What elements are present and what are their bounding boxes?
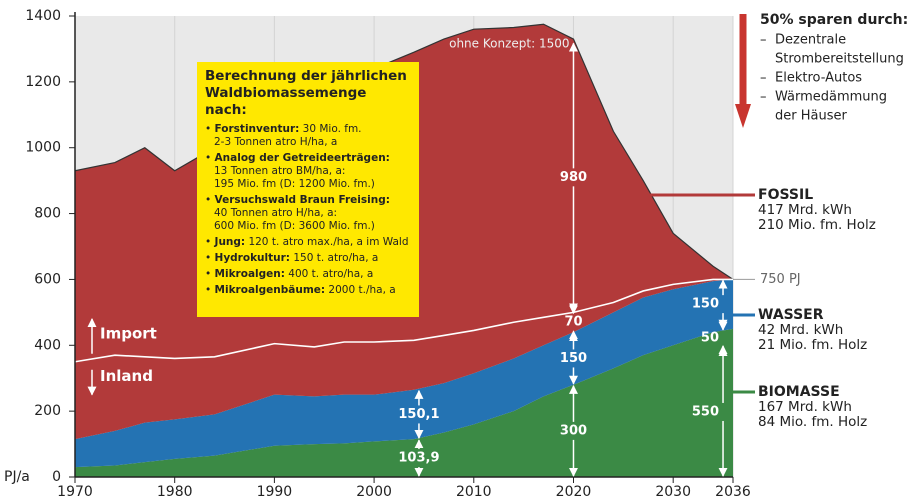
ohne-konzept: ohne Konzept: 1500 [449,37,569,51]
x-tick-label: 2000 [356,484,392,498]
bullet: • [205,252,215,264]
infobox-item: • Mikroalgenbäume: 2000 t./ha, a [205,284,411,297]
infobox-item: • Jung: 120 t. atro max./ha, a im Wald [205,236,411,249]
x-tick-label: 2010 [456,484,492,498]
savings-arrow-head [735,104,751,128]
bullet: – [760,71,767,86]
bullet: • [205,236,215,248]
infobox-item-line: • Mikroalgen: 400 t. atro/ha, a [205,268,411,281]
infobox-item-text: 2000 t./ha, a [325,284,396,296]
bullet: • [205,284,215,296]
arrow-label: 150 [560,351,587,366]
bullet: – [760,33,767,48]
infobox-item: • Hydrokultur: 150 t. atro/ha, a [205,252,411,265]
legend-detail: 167 Mrd. kWh [758,399,852,415]
y-tick-label: 0 [52,469,61,485]
y-tick-label: 1400 [25,8,61,24]
savings-item: Wärmedämmung [775,90,887,105]
y-tick-label: 400 [34,337,61,353]
savings-item: der Häuser [775,109,847,124]
infobox-item-more: 13 Tonnen atro BM/ha, a: [214,165,346,177]
x-tick-label: 1970 [57,484,93,498]
infobox-item-text: 30 Mio. fm. [299,123,362,135]
arrow-label: 150 [692,297,719,312]
bullet: • [205,194,215,206]
marker-750: 750 PJ [760,272,801,287]
legend-detail: 42 Mrd. kWh [758,322,843,338]
infobox-item-text: 150 t. atro/ha, a [290,252,379,264]
infobox-item: • Forstinventur: 30 Mio. fm. 2-3 Tonnen a… [205,123,411,149]
import-boundary [74,278,733,363]
area [75,328,733,477]
x-tick-label: 2036 [715,484,751,498]
infobox-item-more: 195 Mio. fm (D: 1200 Mio. fm.) [214,178,375,190]
infobox-item-bold: Jung: [214,236,246,248]
arrow-label: 50 [701,330,719,345]
infobox-item-bold: Versuchswald Braun Freising: [214,194,390,206]
legend-detail: 84 Mio. fm. Holz [758,414,867,430]
infobox-item-line: • Jung: 120 t. atro max./ha, a im Wald [205,236,411,249]
infobox-title: Berechnung der jährlichen Waldbiomassemen… [205,68,411,119]
savings-item: Dezentrale [775,33,846,48]
bullet: • [205,268,215,280]
x-tick-label: 1980 [157,484,193,498]
infobox-item: • Analog der Getreideerträgen: 13 Tonnen … [205,152,411,191]
x-tick-label: 1990 [257,484,293,498]
infobox-item-more: 600 Mio. fm (D: 3600 Mio. fm.) [214,220,375,232]
legend-name: WASSER [758,307,824,323]
infobox-item-line: • Analog der Getreideerträgen: [205,152,411,165]
infobox-title-line: Berechnung der jährlichen [205,68,407,84]
y-tick-label: 800 [34,206,61,222]
infobox-item-bold: Analog der Getreideerträgen: [214,152,390,164]
arrow-label: 980 [560,170,587,185]
infobox-item-line: • Mikroalgenbäume: 2000 t./ha, a [205,284,411,297]
infobox-item-line: • Hydrokultur: 150 t. atro/ha, a [205,252,411,265]
infobox-item-line: • Versuchswald Braun Freising: [205,194,411,207]
infobox-item-bold: Forstinventur: [214,123,300,135]
infobox-item-more: 40 Tonnen atro H/ha, a: [214,207,338,219]
legend-detail: 210 Mio. fm. Holz [758,217,876,233]
bullet: • [205,152,215,164]
bullet: • [205,123,215,135]
savings-item: Strombereitstellung [775,52,904,67]
savings-item: Elektro-Autos [775,71,862,86]
infobox: Berechnung der jährlichen Waldbiomassemen… [197,62,419,317]
arrow-label: 150,1 [398,407,439,422]
infobox-item-bold: Hydrokultur: [214,252,290,264]
area [75,279,733,468]
infobox-item-more: 2-3 Tonnen atro H/ha, a [214,136,338,148]
legend-detail: 417 Mrd. kWh [758,202,852,218]
infobox-item-line: • Forstinventur: 30 Mio. fm. [205,123,411,136]
infobox-item-text: 120 t. atro max./ha, a im Wald [245,236,409,248]
infobox-title-line: Waldbiomassemenge nach: [205,85,367,118]
bullet: – [760,90,767,105]
total-line [74,23,734,280]
infobox-item-bold: Mikroalgen: [214,268,285,280]
legend-name: BIOMASSE [758,384,840,400]
inland-label: Inland [100,367,153,385]
arrow-label: 103,9 [398,451,439,466]
arrow-label: 550 [692,404,719,419]
infobox-item: • Mikroalgen: 400 t. atro/ha, a [205,268,411,281]
legend-name: FOSSIL [758,187,813,203]
infobox-item: • Versuchswald Braun Freising: 40 Tonnen … [205,194,411,233]
legend-detail: 21 Mio. fm. Holz [758,337,867,353]
arrow-label: 300 [560,423,587,438]
infobox-item-text: 400 t. atro/ha, a [284,268,374,280]
import-label: Import [100,324,157,342]
y-unit: PJ/a [4,469,30,485]
arrow-label: 70 [564,315,582,330]
x-tick-label: 2020 [556,484,592,498]
y-tick-label: 600 [34,271,61,287]
y-tick-label: 200 [34,403,61,419]
y-tick-label: 1000 [25,140,61,156]
infobox-item-bold: Mikroalgenbäume: [214,284,326,296]
x-tick-label: 2030 [655,484,691,498]
y-tick-label: 1200 [25,74,61,90]
savings-title: 50% sparen durch: [760,12,908,28]
